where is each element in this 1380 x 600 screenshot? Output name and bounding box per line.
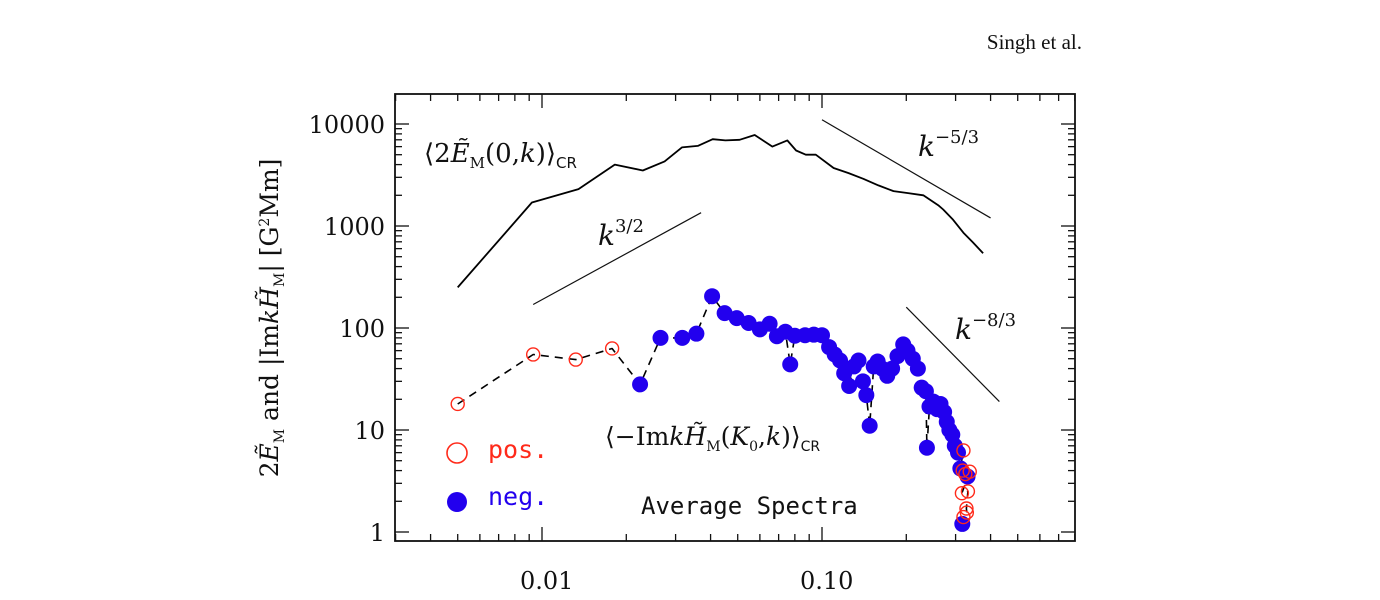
slope-label-k32: k3/2	[598, 216, 644, 252]
data-point-negative	[909, 360, 926, 377]
energy-spectrum-line	[457, 134, 984, 288]
reference-slope-line	[905, 306, 1000, 402]
data-point-positive	[568, 352, 583, 367]
data-point-negative	[716, 305, 733, 322]
y-tick-label: 1	[370, 519, 385, 547]
data-point-negative	[688, 325, 705, 342]
svg-text:k3/2: k3/2	[598, 216, 644, 252]
data-point-negative	[850, 352, 867, 369]
slope-label-k53: k−5/3	[918, 127, 979, 163]
data-point-positive	[956, 443, 971, 458]
data-point-positive	[960, 484, 976, 499]
data-point-positive	[955, 463, 970, 478]
data-point-negative	[832, 352, 849, 369]
markers	[450, 288, 977, 532]
svg-text:k−8/3: k−8/3	[955, 310, 1016, 346]
data-point-negative	[704, 288, 721, 305]
x-tick-label: 0.10	[800, 567, 853, 595]
svg-text:⟨−ImkH̃M(K0,k)⟩CR: ⟨−ImkH̃M(K0,k)⟩CR	[605, 422, 820, 455]
legend-neg-label: neg.	[488, 482, 548, 511]
data-point-negative	[861, 417, 878, 434]
data-point-negative	[782, 356, 799, 373]
data-point-negative	[884, 360, 901, 377]
data-point-positive	[959, 501, 974, 516]
y-tick-label: 10000	[309, 111, 385, 139]
data-point-positive	[954, 486, 970, 501]
data-point-negative	[674, 329, 691, 346]
y-tick-labels: 1 10 100 1000 10000	[309, 111, 385, 547]
series-lines	[457, 134, 984, 525]
legend-pos-label: pos.	[488, 435, 548, 464]
svg-text:⟨2ẼM(0,k)⟩CR: ⟨2ẼM(0,k)⟩CR	[424, 137, 577, 172]
energy-spectrum-label: ⟨2ẼM(0,k)⟩CR	[424, 137, 577, 172]
legend: pos. neg.	[446, 435, 548, 512]
reference-slope-line	[821, 119, 991, 219]
x-tick-labels: 0.01 0.10	[520, 567, 853, 595]
y-axis-label: 2ẼM and |ImkH̃M| [G2Mm]	[255, 159, 288, 478]
legend-neg-marker	[447, 492, 467, 512]
data-point-negative	[918, 439, 935, 456]
data-point-positive	[450, 396, 465, 412]
y-tick-label: 1000	[324, 213, 385, 241]
data-point-negative	[858, 387, 875, 404]
reference-slope-line	[532, 212, 702, 306]
slope-label-k83: k−8/3	[955, 310, 1016, 346]
data-point-negative	[841, 378, 858, 395]
data-point-positive	[959, 505, 975, 520]
data-point-positive	[525, 347, 541, 362]
data-point-positive	[962, 464, 977, 479]
data-point-negative	[814, 327, 830, 344]
data-point-negative	[854, 373, 871, 390]
running-header-author: Singh et al.	[986, 30, 1082, 54]
legend-pos-marker	[446, 442, 468, 464]
data-point-negative	[761, 315, 778, 332]
data-point-positive	[604, 341, 620, 356]
data-point-negative	[652, 329, 669, 346]
reference-lines	[532, 119, 1000, 402]
svg-text:k−5/3: k−5/3	[918, 127, 979, 163]
x-tick-label: 0.01	[520, 567, 573, 595]
data-point-positive	[956, 509, 971, 525]
y-tick-label: 100	[339, 315, 385, 343]
y-tick-label: 10	[354, 417, 385, 445]
chart-title-average-spectra: Average Spectra	[641, 492, 858, 520]
plot-frame	[394, 93, 1076, 542]
data-point-negative	[632, 376, 649, 393]
helicity-spectrum-label: ⟨−ImkH̃M(K0,k)⟩CR	[605, 422, 820, 455]
axis-ticks	[394, 94, 1076, 541]
